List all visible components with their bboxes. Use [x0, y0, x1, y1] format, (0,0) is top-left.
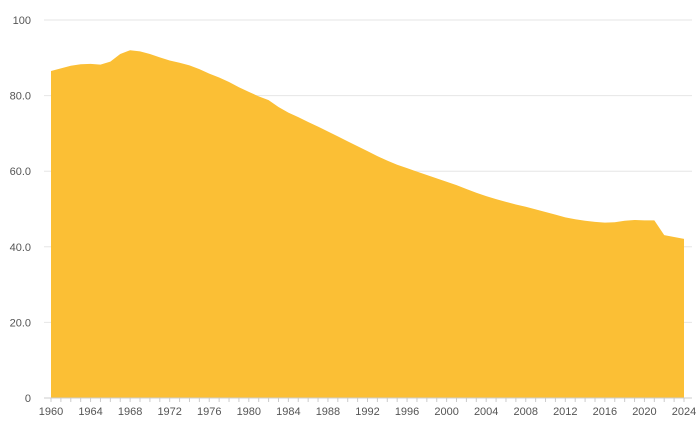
x-tick-label: 2012 — [553, 406, 577, 418]
x-tick-label: 2000 — [434, 406, 458, 418]
x-tick-label: 1968 — [118, 406, 142, 418]
area-series — [50, 50, 685, 399]
x-tick-label: 1972 — [157, 406, 181, 418]
x-tick-label: 1996 — [395, 406, 419, 418]
y-axis-labels: 0 20.0 40.0 60.0 80.0 100 — [10, 15, 31, 405]
y-tick-label: 60.0 — [10, 166, 31, 178]
x-tick-label: 2008 — [514, 406, 538, 418]
x-tick-label: 2004 — [474, 406, 498, 418]
area-fill — [51, 50, 684, 399]
x-tick-label: 1988 — [316, 406, 340, 418]
x-tick-label: 1964 — [78, 406, 102, 418]
y-tick-label: 20.0 — [10, 317, 31, 329]
x-tick-label: 1976 — [197, 406, 221, 418]
y-tick-label: 80.0 — [10, 91, 31, 103]
y-tick-label: 100 — [13, 15, 31, 27]
x-axis-labels: 1960 1964 1968 1972 1976 1980 1984 1988 1992 1996… — [39, 406, 696, 418]
y-tick-label: 0 — [25, 393, 31, 405]
x-tick-label: 2024 — [672, 406, 696, 418]
x-tick-label: 1980 — [237, 406, 261, 418]
x-tick-label: 2016 — [593, 406, 617, 418]
x-tick-label: 1992 — [355, 406, 379, 418]
x-tick-label: 1984 — [276, 406, 300, 418]
x-axis — [44, 397, 692, 402]
y-tick-label: 40.0 — [10, 242, 31, 254]
x-tick-label: 1960 — [39, 406, 63, 418]
x-tick-label: 2020 — [632, 406, 656, 418]
